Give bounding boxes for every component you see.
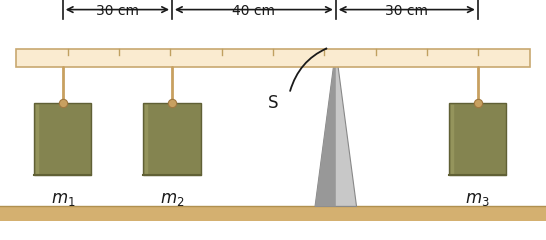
Bar (0, 206, 546, 221)
Bar (143, 103, 201, 175)
Text: 30 cm: 30 cm (96, 4, 139, 18)
Polygon shape (315, 49, 357, 206)
Bar (16, 49, 530, 67)
Text: $m_1$: $m_1$ (51, 190, 75, 208)
Text: 30 cm: 30 cm (385, 4, 428, 18)
FancyArrowPatch shape (290, 48, 327, 91)
Text: 40 cm: 40 cm (233, 4, 275, 18)
Bar (449, 103, 506, 175)
Bar (34, 103, 91, 175)
Polygon shape (315, 49, 336, 206)
Text: $m_2$: $m_2$ (160, 190, 184, 208)
Text: $m_3$: $m_3$ (465, 190, 490, 208)
Text: S: S (268, 94, 278, 112)
